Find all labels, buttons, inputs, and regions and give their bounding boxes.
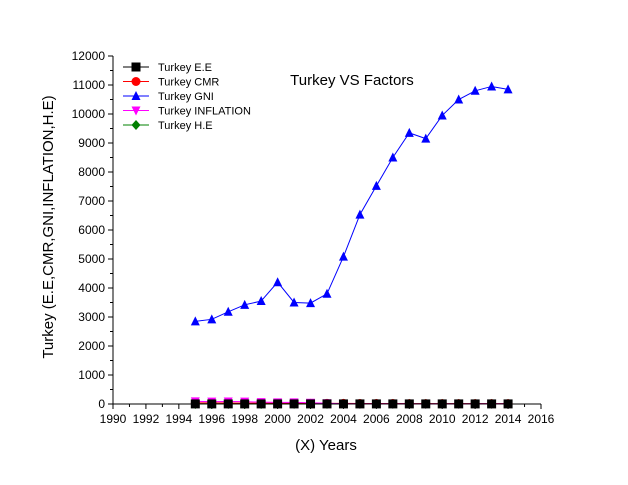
x-tick-label: 1992 (133, 412, 160, 426)
y-tick-label: 12000 (72, 49, 106, 63)
y-tick-label: 8000 (78, 165, 105, 179)
data-point (421, 399, 431, 409)
data-point (371, 399, 381, 409)
y-tick-label: 9000 (78, 136, 105, 150)
data-point (388, 399, 398, 409)
y-axis-title: Turkey (E.E,CMR,GNI,INFLATION,H.E) (40, 95, 57, 358)
legend-label: Turkey H.E (158, 120, 213, 132)
legend-marker (131, 62, 141, 72)
data-point (289, 399, 299, 409)
data-point (355, 209, 365, 219)
y-tick-label: 6000 (78, 223, 105, 237)
x-tick-label: 2010 (429, 412, 456, 426)
data-point (487, 399, 497, 409)
data-point (273, 399, 283, 409)
legend-label: Turkey E.E (158, 62, 212, 74)
data-point (503, 84, 513, 94)
data-point (306, 399, 316, 409)
y-tick-label: 10000 (72, 107, 106, 121)
data-point (338, 399, 348, 409)
data-point (207, 399, 217, 409)
x-tick-label: 2006 (363, 412, 390, 426)
legend-item: Turkey CMR (123, 77, 219, 89)
data-point (470, 399, 480, 409)
data-point (223, 306, 233, 316)
data-point (273, 277, 283, 287)
data-point (240, 299, 250, 309)
chart-title: Turkey VS Factors (290, 72, 414, 89)
data-point (503, 399, 513, 409)
x-tick-label: 1996 (198, 412, 225, 426)
x-tick-label: 2000 (264, 412, 291, 426)
data-point (371, 180, 381, 190)
legend-item: Turkey E.E (123, 62, 212, 74)
data-point (223, 399, 233, 409)
x-tick-label: 2002 (297, 412, 324, 426)
data-point (256, 296, 266, 306)
y-tick-label: 5000 (78, 252, 105, 266)
data-point (454, 399, 464, 409)
series-layer (190, 81, 513, 409)
data-point (322, 399, 332, 409)
data-point (437, 399, 447, 409)
legend-marker (131, 120, 141, 130)
legend-item: Turkey INFLATION (123, 106, 251, 118)
data-point (404, 127, 414, 137)
x-tick-label: 2004 (330, 412, 357, 426)
y-tick-label: 4000 (78, 281, 105, 295)
legend-label: Turkey INFLATION (158, 106, 251, 118)
legend-item: Turkey H.E (123, 120, 213, 132)
legend-marker (131, 106, 141, 116)
series-turkey-e-e (190, 399, 513, 409)
x-tick-label: 2008 (396, 412, 423, 426)
x-tick-label: 1998 (231, 412, 258, 426)
data-point (190, 399, 200, 409)
x-tick-label: 2016 (528, 412, 555, 426)
x-tick-label: 2014 (495, 412, 522, 426)
data-point (487, 81, 497, 91)
data-point (190, 316, 200, 326)
data-point (437, 110, 447, 120)
x-tick-label: 2012 (462, 412, 489, 426)
y-tick-label: 0 (98, 397, 105, 411)
data-point (470, 85, 480, 95)
legend: Turkey E.E Turkey CMR Turkey GNI Turkey INF… (123, 62, 251, 132)
legend-label: Turkey GNI (158, 91, 214, 103)
series-turkey-gni (190, 81, 513, 326)
y-tick-label: 2000 (78, 339, 105, 353)
data-point (322, 288, 332, 298)
axes: 1990 1992 1994 1996 1998 2000 2002 2004 2006 2008… (72, 49, 555, 426)
legend-label: Turkey CMR (158, 77, 219, 89)
y-tick-label: 3000 (78, 310, 105, 324)
legend-marker (131, 77, 141, 86)
legend-item: Turkey GNI (123, 91, 214, 103)
data-point (306, 298, 316, 308)
x-tick-label: 1994 (165, 412, 192, 426)
data-point (388, 152, 398, 162)
data-point (207, 314, 217, 324)
y-tick-label: 1000 (78, 368, 105, 382)
y-tick-label: 7000 (78, 194, 105, 208)
legend-marker (131, 91, 141, 100)
x-axis-title: (X) Years (295, 437, 357, 454)
y-tick-label: 11000 (73, 78, 106, 92)
data-point (355, 399, 365, 409)
data-point (404, 399, 414, 409)
data-point (240, 399, 250, 409)
data-point (338, 251, 348, 261)
data-point (421, 133, 431, 143)
data-point (289, 297, 299, 307)
data-point (256, 399, 266, 409)
x-tick-label: 1990 (100, 412, 127, 426)
data-point (454, 94, 464, 104)
